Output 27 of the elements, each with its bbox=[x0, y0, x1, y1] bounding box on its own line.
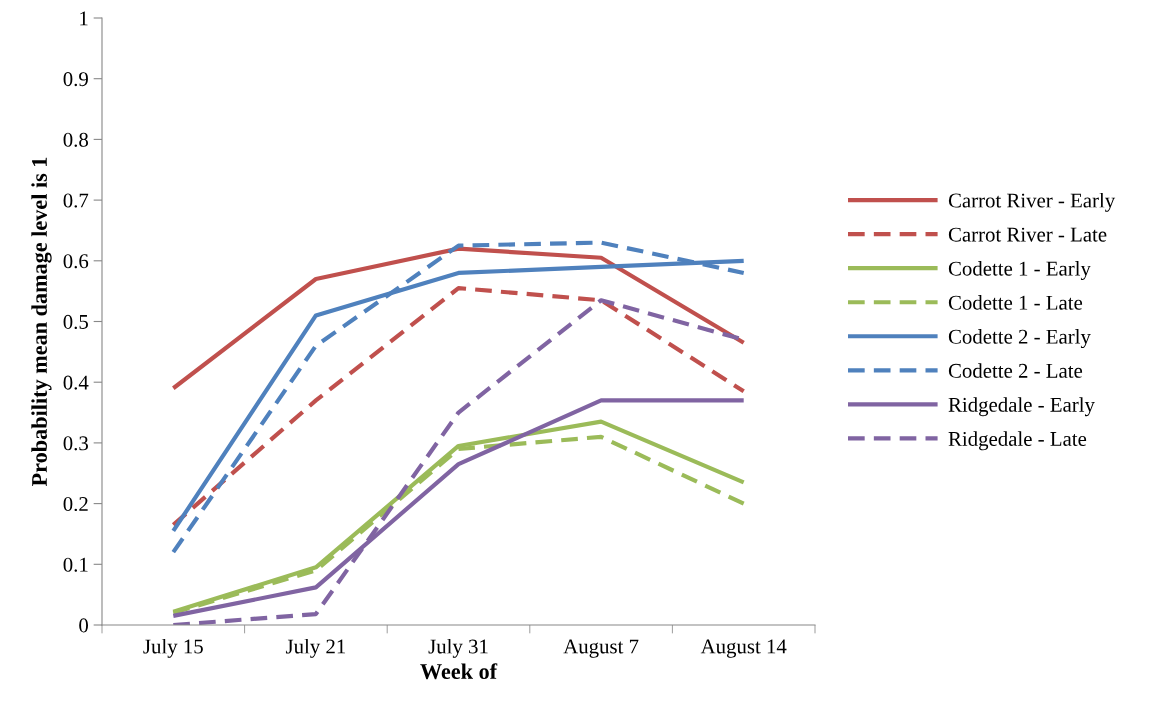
legend-label: Carrot River - Early bbox=[948, 192, 1116, 212]
legend-label: Codette 1 - Late bbox=[948, 295, 1083, 310]
x-tick-label: August 14 bbox=[700, 639, 787, 658]
x-tick-label: July 31 bbox=[428, 638, 488, 658]
y-tick-label: 0.7 bbox=[63, 193, 89, 208]
y-tick-label: 0.5 bbox=[63, 314, 88, 330]
y-tick-label: 0.4 bbox=[63, 375, 89, 390]
y-tick-label: 0.1 bbox=[63, 557, 88, 572]
y-tick-label: 0.2 bbox=[63, 496, 88, 512]
y-tick-label: 0.9 bbox=[63, 72, 88, 87]
legend-label: Ridgedale - Early bbox=[948, 397, 1095, 417]
y-tick-label: 0.3 bbox=[63, 436, 88, 451]
x-axis-title: Week of bbox=[420, 663, 498, 680]
legend-label: Codette 1 - Early bbox=[948, 261, 1091, 280]
x-tick-label: August 7 bbox=[563, 639, 639, 658]
legend-label: Ridgedale - Late bbox=[948, 431, 1087, 451]
y-tick-label: 0.8 bbox=[63, 132, 89, 147]
y-tick-label: 0 bbox=[79, 618, 89, 633]
y-tick-label: 1 bbox=[80, 11, 88, 26]
y-axis-title: Probability mean damage level is 1 bbox=[31, 157, 52, 487]
legend-label: Codette 2 - Early bbox=[948, 329, 1091, 349]
line-series bbox=[171, 246, 746, 391]
y-tick-label: 0.6 bbox=[63, 254, 89, 269]
x-tick-label: July 15 bbox=[143, 638, 203, 658]
legend-label: Codette 2 - Late bbox=[948, 363, 1083, 378]
legend-label: Carrot River - Late bbox=[948, 227, 1107, 242]
x-tick-label: July 21 bbox=[285, 638, 346, 658]
